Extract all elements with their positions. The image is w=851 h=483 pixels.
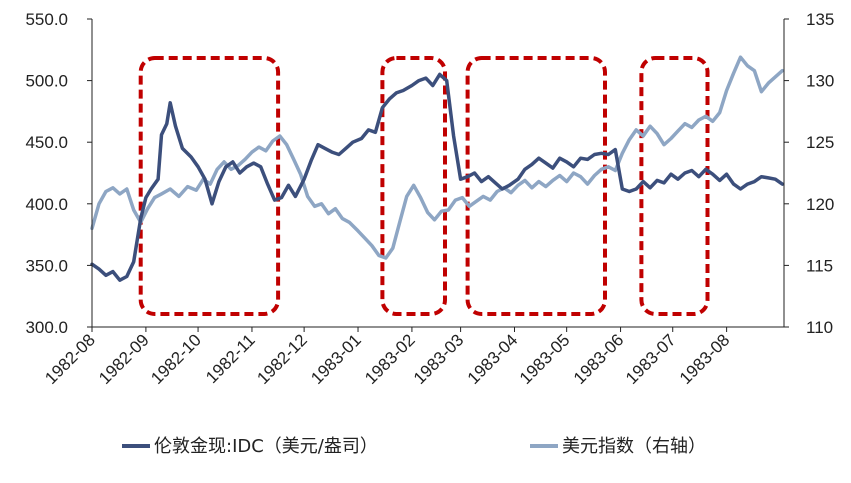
- x-tick-label: 1982-08: [41, 330, 99, 388]
- y-left-tick-label: 350.0: [25, 256, 68, 275]
- series-gold-line: [90, 72, 785, 282]
- x-tick-label: 1983-03: [410, 330, 468, 388]
- highlight-boxes: [138, 56, 710, 316]
- highlight-box-2: [380, 56, 447, 316]
- series-lines: [90, 55, 785, 282]
- x-tick-label: 1983-02: [361, 330, 419, 388]
- y-right-tick-label: 130: [806, 72, 834, 91]
- y-right-tick-label: 110: [806, 318, 833, 337]
- y-left-tick-label: 400.0: [25, 195, 68, 214]
- y-left-tick-label: 450.0: [25, 133, 68, 152]
- legend-label-dxy: 美元指数（右轴）: [562, 436, 706, 457]
- y-left-tick-label: 300.0: [25, 318, 68, 337]
- x-tick-label: 1983-04: [464, 330, 522, 388]
- x-tick-label: 1983-01: [307, 330, 365, 388]
- y-left-tick-label: 550.0: [25, 10, 68, 29]
- y-right-tick-label: 125: [806, 133, 834, 152]
- y-right-tick-label: 115: [806, 256, 833, 275]
- legend: 伦敦金现:IDC（美元/盎司） 美元指数（右轴）: [122, 436, 706, 457]
- highlight-box-1: [138, 56, 281, 316]
- x-tick-label: 1983-07: [622, 330, 680, 388]
- x-tick-label: 1982-10: [147, 330, 205, 388]
- x-tick-label: 1983-06: [570, 330, 628, 388]
- y-right-tick-label: 135: [806, 10, 834, 29]
- series-dxy-line: [90, 55, 785, 260]
- x-tick-label: 1982-09: [95, 330, 153, 388]
- x-tick-label: 1982-11: [202, 330, 259, 387]
- legend-label-gold: 伦敦金现:IDC（美元/盎司）: [154, 436, 378, 457]
- x-tick-label: 1983-08: [676, 330, 734, 388]
- x-tick-label: 1983-05: [516, 330, 574, 388]
- x-tick-label: 1982-12: [253, 330, 311, 388]
- y-left-tick-label: 500.0: [25, 72, 68, 91]
- y-right-tick-label: 120: [806, 195, 834, 214]
- highlight-box-3: [465, 56, 607, 316]
